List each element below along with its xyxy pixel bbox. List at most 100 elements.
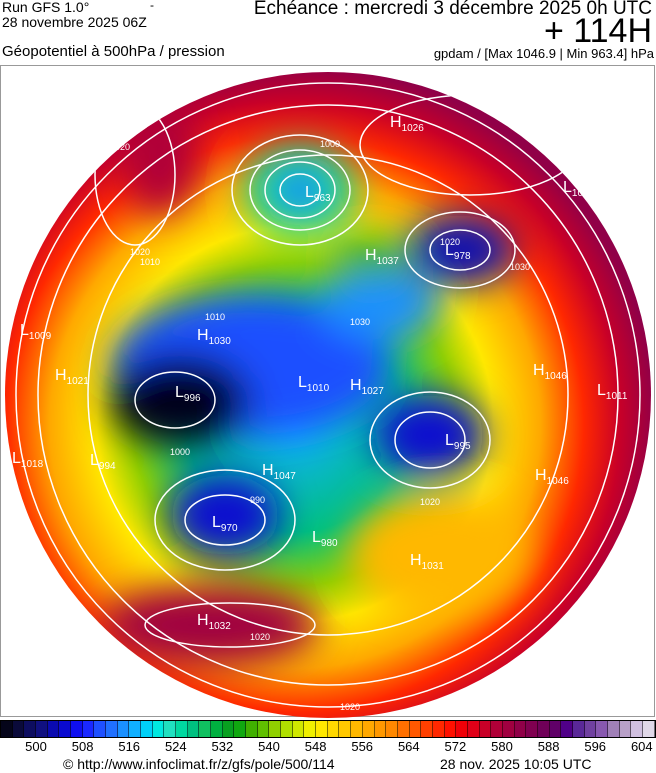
colorbar-tick: 516: [118, 739, 141, 754]
pressure-center-low: L996: [175, 384, 201, 404]
colorbar-swatch: [176, 721, 188, 737]
colorbar-swatch: [141, 721, 153, 737]
pressure-center-high: H1047: [262, 462, 296, 482]
run-label: Run GFS 1.0°: [2, 0, 90, 15]
colorbar-swatch: [642, 721, 655, 737]
colorbar-swatch: [327, 721, 340, 737]
pressure-center-low: L1009: [20, 322, 52, 342]
pressure-center-high: H1046: [535, 467, 569, 487]
colorbar-swatch: [71, 721, 83, 737]
colorbar-swatch: [619, 721, 632, 737]
pressure-center-high: H1031: [410, 552, 444, 572]
colorbar-tick: 508: [71, 739, 94, 754]
colorbar-swatch: [47, 721, 60, 737]
forecast-offset: + 114H: [543, 12, 652, 50]
units-range: gpdam / [Max 1046.9 | Min 963.4] hPa: [433, 46, 654, 61]
colorbar-swatch: [164, 721, 177, 737]
colorbar-swatch: [94, 721, 107, 737]
colorbar-swatch: [397, 721, 410, 737]
isobars: [15, 82, 641, 708]
pressure-center-low: L995: [445, 432, 471, 452]
colorbar-swatch: [409, 721, 422, 737]
colorbar-swatch: [36, 721, 48, 737]
colorbar-swatch: [584, 721, 597, 737]
colorbar-swatch: [386, 721, 398, 737]
forecast-valid-time: Echéance : mercredi 3 décembre 2025 0h U…: [253, 0, 652, 19]
colorbar-swatch: [607, 721, 620, 737]
isobar-label: 1020: [420, 497, 440, 507]
variable-title: Géopotentiel à 500hPa / pression: [2, 43, 225, 60]
colorbar-swatch: [152, 721, 165, 737]
blue-region-3: [375, 395, 485, 475]
colorbar-swatch: [59, 721, 72, 737]
pressure-center-high: H1037: [365, 247, 399, 267]
colorbar-swatch: [421, 721, 433, 737]
colorbar-swatch: [257, 721, 270, 737]
colorbar-swatch: [362, 721, 375, 737]
pressure-center-high: H1046: [533, 362, 567, 382]
pressure-center-low: L1011: [597, 382, 628, 402]
colorbar-swatch: [316, 721, 328, 737]
dash-mark: -: [150, 0, 154, 12]
isobar-label: 1010: [240, 70, 260, 80]
colorbar-swatch: [514, 721, 527, 737]
colorbar-swatch: [246, 721, 258, 737]
colorbar-swatch: [456, 721, 468, 737]
green-region: [330, 233, 410, 277]
pressure-center-high: H1027: [350, 377, 384, 397]
isobar-label: 1030: [350, 317, 370, 327]
colorbar-swatch: [596, 721, 608, 737]
colorbar-swatch: [572, 721, 585, 737]
colorbar-swatch: [444, 721, 457, 737]
colorbar-swatch: [1, 721, 13, 737]
colorbar-swatch: [526, 721, 538, 737]
colorbar-swatch: [374, 721, 387, 737]
isobar-label: 990: [250, 495, 265, 505]
colorbar-swatch: [269, 721, 282, 737]
pressure-center-low: L1018: [12, 450, 44, 470]
colorbar-swatch: [351, 721, 363, 737]
pressure-center-high: H1021: [55, 367, 89, 387]
colorbar-swatch: [339, 721, 352, 737]
crimson-ridge: [120, 95, 200, 215]
colorbar-swatch: [292, 721, 305, 737]
colorbar-swatch: [106, 721, 118, 737]
colorbar-swatch: [502, 721, 515, 737]
colorbar-swatch: [117, 721, 130, 737]
colorbar-swatch: [281, 721, 293, 737]
isobar-label: 1020: [250, 632, 270, 642]
blue-region-2: [405, 215, 515, 285]
polar-map: H1026 L963 L1001 H1037 L978 L1009 H1030 H1021 L9…: [5, 70, 651, 718]
colorbar-swatch: [537, 721, 550, 737]
blue-core: [275, 170, 325, 210]
pressure-center-low: L1001: [563, 179, 595, 199]
blue-region-4: [170, 475, 280, 555]
colorbar-swatch: [211, 721, 223, 737]
pressure-center-low: L963: [305, 184, 331, 204]
colorbar: [0, 720, 656, 738]
pressure-center-high: H1032: [197, 612, 231, 632]
colorbar-tick: 580: [491, 739, 513, 754]
colorbar-swatch: [561, 721, 573, 737]
dark-blue-core: [110, 355, 250, 445]
pressure-center-low: L994: [90, 452, 116, 472]
pressure-center-low: L978: [445, 242, 471, 262]
colorbar-swatch: [631, 721, 643, 737]
isobar-label: 1030: [510, 262, 530, 272]
colorbar-swatch: [234, 721, 247, 737]
colorbar-swatch: [129, 721, 142, 737]
colorbar-swatch: [491, 721, 503, 737]
colorbar-swatch: [82, 721, 95, 737]
pressure-center-low: L970: [212, 514, 238, 534]
pressure-center-low: L1010: [298, 374, 330, 394]
isobar-label: 1000: [170, 447, 190, 457]
pressure-center-high: H1030: [197, 327, 231, 347]
isobar-label: 1020: [440, 237, 460, 247]
pressure-center-low: L980: [312, 529, 338, 549]
orange-region: [350, 495, 530, 615]
isobar-label: 1020: [130, 247, 150, 257]
light-blue-region: [320, 270, 440, 340]
colorbar-tick: 548: [304, 739, 327, 754]
colorbar-swatch: [549, 721, 562, 737]
generated-time: 28 nov. 2025 10:05 UTC: [440, 756, 592, 772]
